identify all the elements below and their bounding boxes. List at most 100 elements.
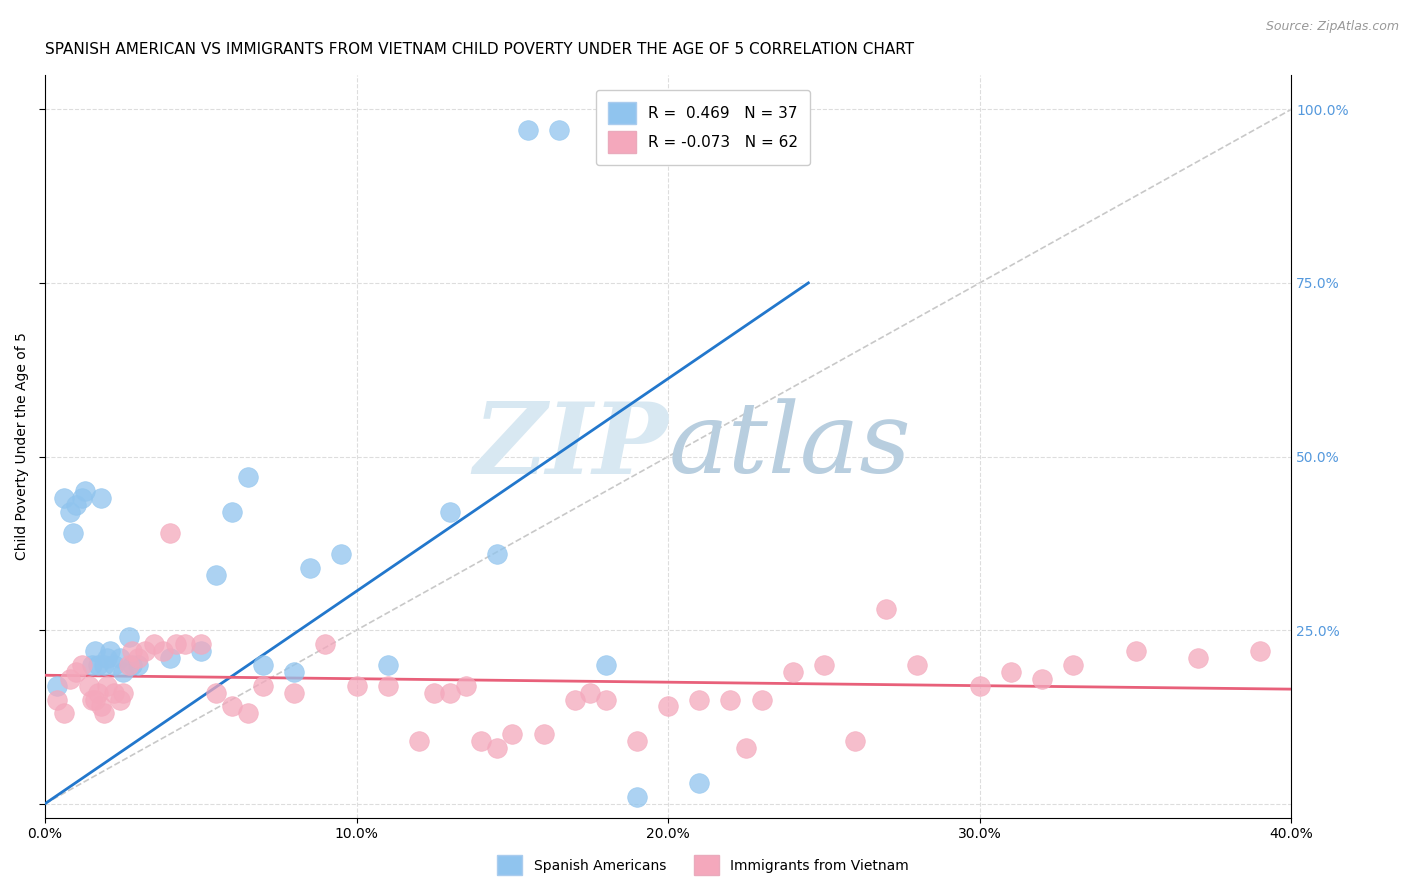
Point — [377, 679, 399, 693]
Point — [80, 692, 103, 706]
Point — [93, 657, 115, 672]
Point — [283, 685, 305, 699]
Point — [221, 699, 243, 714]
Point — [688, 776, 710, 790]
Point — [46, 679, 69, 693]
Point — [205, 567, 228, 582]
Point — [579, 685, 602, 699]
Point — [485, 547, 508, 561]
Point — [907, 657, 929, 672]
Point — [46, 692, 69, 706]
Point — [174, 637, 197, 651]
Point — [72, 491, 94, 505]
Point — [118, 657, 141, 672]
Point — [127, 651, 149, 665]
Point — [330, 547, 353, 561]
Text: Source: ZipAtlas.com: Source: ZipAtlas.com — [1265, 20, 1399, 33]
Point — [516, 123, 538, 137]
Point — [470, 734, 492, 748]
Point — [205, 685, 228, 699]
Point — [1249, 644, 1271, 658]
Point — [80, 657, 103, 672]
Point — [65, 665, 87, 679]
Point — [439, 685, 461, 699]
Point — [408, 734, 430, 748]
Point — [533, 727, 555, 741]
Point — [1187, 651, 1209, 665]
Point — [90, 491, 112, 505]
Text: ZIP: ZIP — [474, 398, 668, 494]
Point — [626, 789, 648, 804]
Point — [87, 657, 110, 672]
Point — [103, 685, 125, 699]
Text: SPANISH AMERICAN VS IMMIGRANTS FROM VIETNAM CHILD POVERTY UNDER THE AGE OF 5 COR: SPANISH AMERICAN VS IMMIGRANTS FROM VIET… — [45, 42, 914, 57]
Point — [103, 657, 125, 672]
Point — [121, 644, 143, 658]
Point — [83, 692, 105, 706]
Point — [65, 498, 87, 512]
Point — [127, 657, 149, 672]
Point — [190, 644, 212, 658]
Point — [134, 644, 156, 658]
Point — [1031, 672, 1053, 686]
Point — [346, 679, 368, 693]
Point — [111, 685, 134, 699]
Point — [236, 470, 259, 484]
Point — [96, 679, 118, 693]
Point — [77, 679, 100, 693]
Point — [720, 692, 742, 706]
Legend: R =  0.469   N = 37, R = -0.073   N = 62: R = 0.469 N = 37, R = -0.073 N = 62 — [596, 90, 810, 165]
Point — [59, 672, 82, 686]
Point — [52, 706, 75, 721]
Legend: Spanish Americans, Immigrants from Vietnam: Spanish Americans, Immigrants from Vietn… — [492, 850, 914, 880]
Point — [159, 651, 181, 665]
Point — [100, 644, 122, 658]
Point — [844, 734, 866, 748]
Point — [118, 630, 141, 644]
Text: atlas: atlas — [668, 399, 911, 494]
Point — [93, 706, 115, 721]
Point — [969, 679, 991, 693]
Point — [688, 692, 710, 706]
Point — [564, 692, 586, 706]
Point — [72, 657, 94, 672]
Point — [62, 525, 84, 540]
Point — [87, 685, 110, 699]
Point — [108, 692, 131, 706]
Point — [165, 637, 187, 651]
Point — [813, 657, 835, 672]
Point — [90, 699, 112, 714]
Point — [190, 637, 212, 651]
Point — [143, 637, 166, 651]
Y-axis label: Child Poverty Under the Age of 5: Child Poverty Under the Age of 5 — [15, 332, 30, 560]
Point — [423, 685, 446, 699]
Point — [252, 679, 274, 693]
Point — [657, 699, 679, 714]
Point — [454, 679, 477, 693]
Point — [83, 644, 105, 658]
Point — [152, 644, 174, 658]
Point — [298, 560, 321, 574]
Point — [314, 637, 336, 651]
Point — [875, 602, 897, 616]
Point — [501, 727, 523, 741]
Point — [1062, 657, 1084, 672]
Point — [96, 651, 118, 665]
Point — [782, 665, 804, 679]
Point — [595, 692, 617, 706]
Point — [751, 692, 773, 706]
Point — [159, 525, 181, 540]
Point — [75, 484, 97, 499]
Point — [121, 657, 143, 672]
Point — [626, 734, 648, 748]
Point — [52, 491, 75, 505]
Point — [439, 505, 461, 519]
Point — [221, 505, 243, 519]
Point — [548, 123, 571, 137]
Point — [252, 657, 274, 672]
Point — [111, 665, 134, 679]
Point — [735, 741, 758, 756]
Point — [485, 741, 508, 756]
Point — [1000, 665, 1022, 679]
Point — [595, 657, 617, 672]
